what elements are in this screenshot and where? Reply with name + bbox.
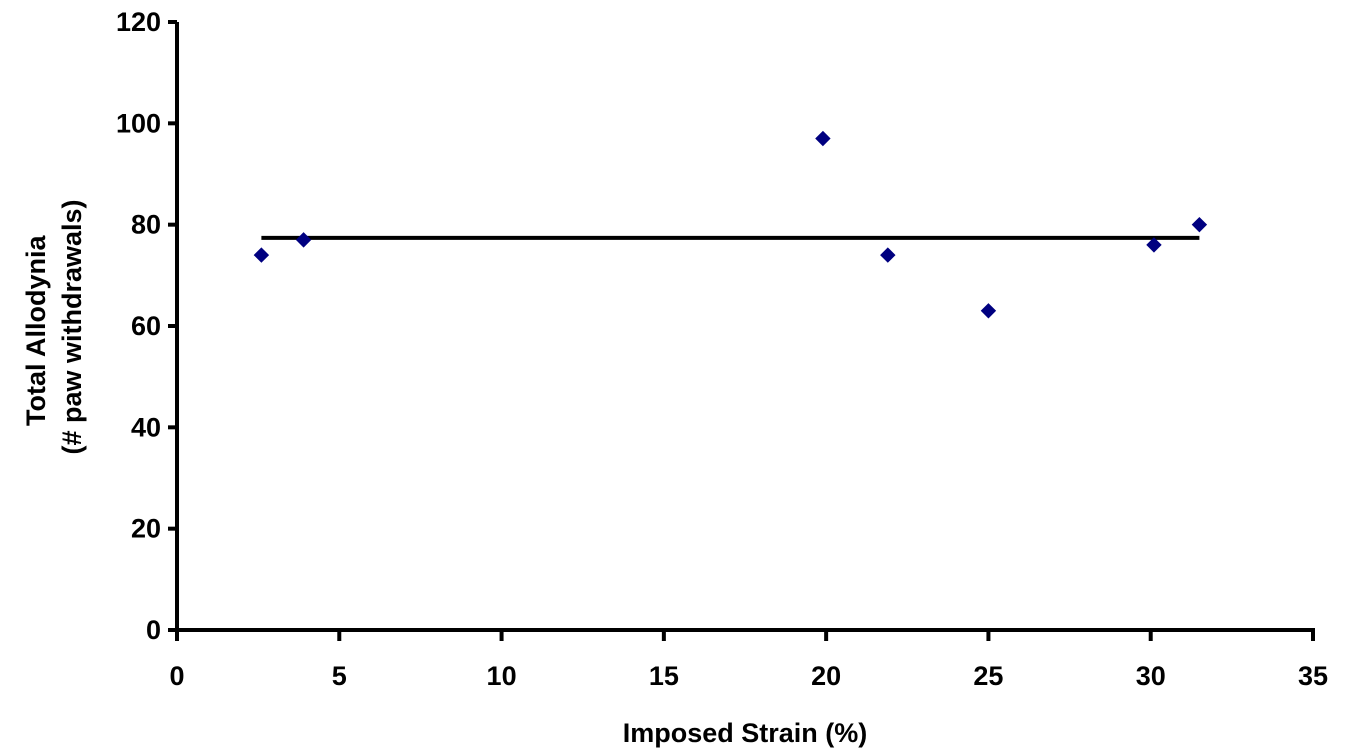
y-tick-label: 80: [131, 210, 161, 240]
y-axis: 0 20 40 60 80 100 120: [116, 7, 179, 645]
x-tick-label: 20: [811, 661, 841, 691]
y-tick-label: 20: [131, 514, 161, 544]
y-axis-title-line-2: (# paw withdrawals): [57, 199, 87, 454]
data-point: [295, 232, 312, 248]
x-tick-label: 35: [1298, 661, 1328, 691]
y-tick-label: 60: [131, 311, 161, 341]
data-point: [880, 247, 896, 263]
x-tick-label: 15: [649, 661, 679, 691]
data-point: [815, 130, 831, 147]
data-point: [1146, 237, 1162, 253]
y-tick-label: 40: [131, 412, 161, 442]
data-point: [980, 303, 997, 319]
y-tick-label: 0: [146, 615, 161, 645]
y-axis-title: Total Allodynia (# paw withdrawals): [21, 199, 87, 454]
data-points: [253, 130, 1208, 319]
data-point: [253, 247, 270, 263]
x-tick-label: 30: [1136, 661, 1166, 691]
data-point: [1191, 216, 1208, 233]
x-tick-label: 10: [487, 661, 517, 691]
x-axis-title: Imposed Strain (%): [623, 718, 868, 748]
y-tick-label: 100: [116, 108, 161, 138]
y-axis-title-line-1: Total Allodynia: [21, 235, 51, 426]
x-tick-label: 25: [973, 661, 1003, 691]
x-tick-label: 5: [332, 661, 347, 691]
x-tick-label: 0: [169, 661, 184, 691]
x-axis: 0 5 10 15 20 25 30 35: [169, 628, 1328, 691]
y-tick-label: 120: [116, 7, 161, 37]
